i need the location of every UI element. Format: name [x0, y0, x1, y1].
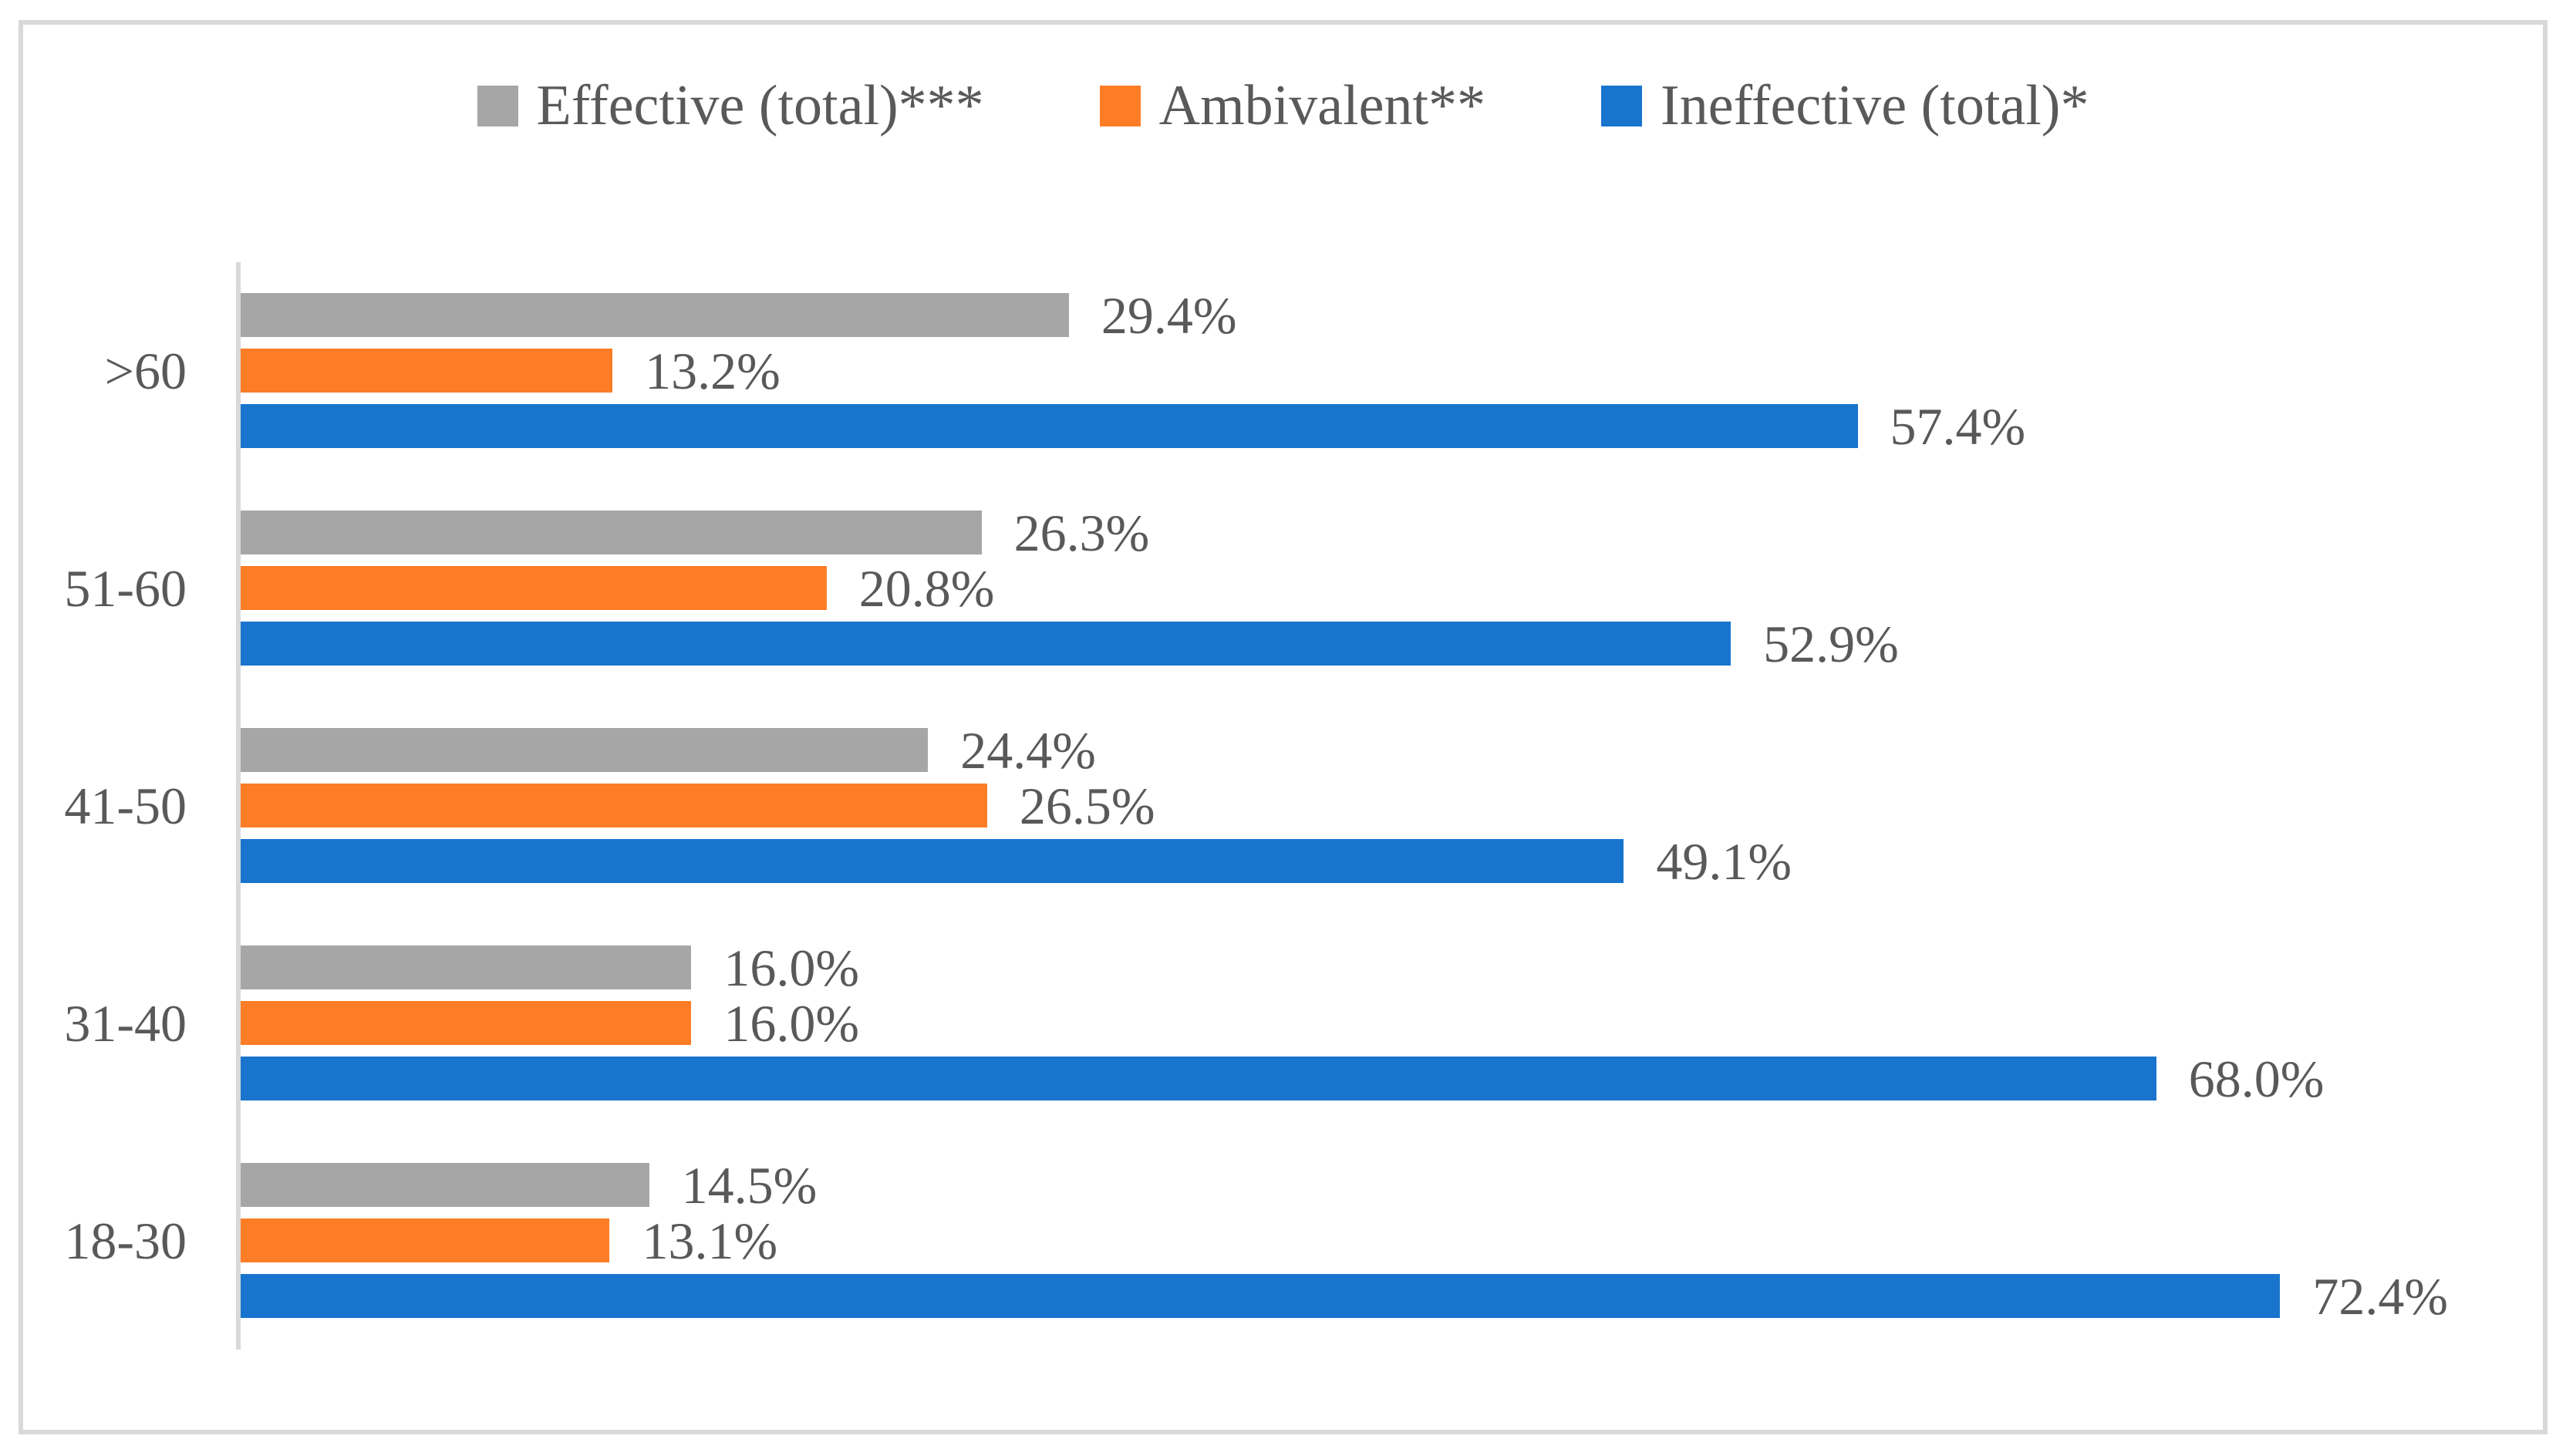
- bar-group: 14.5% 13.1% 72.4%: [241, 1132, 2494, 1350]
- bar-segment: [241, 1218, 610, 1262]
- bar-data-label: 16.0%: [723, 993, 860, 1053]
- bar-data-label: 24.4%: [960, 720, 1096, 780]
- category-tick-label: 31-40: [64, 994, 187, 1053]
- bar-group: 16.0% 16.0% 68.0%: [241, 915, 2494, 1132]
- bar-data-label: 14.5%: [681, 1155, 818, 1215]
- bar-group: 29.4% 13.2% 57.4%: [241, 262, 2494, 480]
- bar-data-label: 57.4%: [1890, 396, 2026, 456]
- bar-chart: >60 51-60 41-50 31-40 18-30 29.4% 13.2% 57.4% 2…: [23, 262, 2494, 1350]
- legend-swatch-icon: [477, 85, 518, 126]
- bar-row: 52.9%: [241, 618, 2494, 670]
- category-tick-label: 18-30: [64, 1212, 187, 1270]
- bar-row: 13.1%: [241, 1215, 2494, 1267]
- bar-segment: [241, 1001, 692, 1045]
- bar-row: 49.1%: [241, 835, 2494, 888]
- bar-row: 68.0%: [241, 1053, 2494, 1105]
- bar-row: 29.4%: [241, 289, 2494, 342]
- plot-area: 29.4% 13.2% 57.4% 26.3% 20.8% 52.9% 24.4% 26.5%…: [236, 262, 2494, 1350]
- legend-swatch-icon: [1099, 85, 1141, 126]
- bar-segment: [241, 566, 827, 610]
- bar-segment: [241, 1163, 649, 1207]
- bar-data-label: 29.4%: [1101, 285, 1237, 345]
- bar-data-label: 26.5%: [1019, 776, 1155, 835]
- bar-data-label: 26.3%: [1013, 503, 1150, 562]
- bar-data-label: 52.9%: [1763, 614, 1899, 673]
- bar-data-label: 20.8%: [858, 558, 995, 618]
- bar-segment: [241, 349, 613, 393]
- legend-item: Effective (total)***: [477, 77, 984, 134]
- legend-label: Ineffective (total)*: [1661, 74, 2089, 137]
- bar-group: 26.3% 20.8% 52.9%: [241, 480, 2494, 697]
- bar-row: 14.5%: [241, 1159, 2494, 1212]
- bar-data-label: 68.0%: [2188, 1049, 2325, 1108]
- legend-swatch-icon: [1601, 85, 1643, 126]
- category-tick-label: 41-50: [64, 777, 187, 835]
- bar-data-label: 16.0%: [723, 938, 860, 997]
- category-tick-label: 51-60: [64, 559, 187, 618]
- bar-row: 13.2%: [241, 345, 2494, 397]
- bar-segment: [241, 511, 982, 554]
- bar-group: 24.4% 26.5% 49.1%: [241, 697, 2494, 915]
- bar-segment: [241, 404, 1858, 448]
- bar-segment: [241, 839, 1624, 883]
- bar-row: 72.4%: [241, 1270, 2494, 1323]
- category-tick-label: >60: [104, 342, 187, 400]
- bar-segment: [241, 1057, 2156, 1100]
- bar-row: 26.3%: [241, 507, 2494, 559]
- bar-row: 26.5%: [241, 780, 2494, 832]
- bar-row: 20.8%: [241, 562, 2494, 615]
- bar-row: 16.0%: [241, 997, 2494, 1050]
- bar-segment: [241, 945, 692, 989]
- category-axis: >60 51-60 41-50 31-40 18-30: [23, 262, 236, 1350]
- bar-data-label: 49.1%: [1656, 831, 1792, 891]
- bar-data-label: 72.4%: [2312, 1266, 2449, 1326]
- bar-segment: [241, 728, 929, 772]
- bar-row: 24.4%: [241, 724, 2494, 777]
- bar-row: 57.4%: [241, 400, 2494, 453]
- legend-label: Effective (total)***: [536, 74, 984, 137]
- bar-data-label: 13.1%: [642, 1211, 778, 1270]
- bar-row: 16.0%: [241, 942, 2494, 994]
- chart-legend: Effective (total)*** Ambivalent** Ineffect…: [0, 77, 2566, 134]
- bar-segment: [241, 784, 987, 827]
- bar-data-label: 13.2%: [645, 341, 781, 400]
- bar-segment: [241, 293, 1069, 337]
- legend-item: Ambivalent**: [1099, 74, 1486, 137]
- bar-segment: [241, 1274, 2281, 1318]
- bar-segment: [241, 622, 1731, 666]
- legend-label: Ambivalent**: [1158, 74, 1486, 137]
- legend-item: Ineffective (total)*: [1601, 77, 2089, 134]
